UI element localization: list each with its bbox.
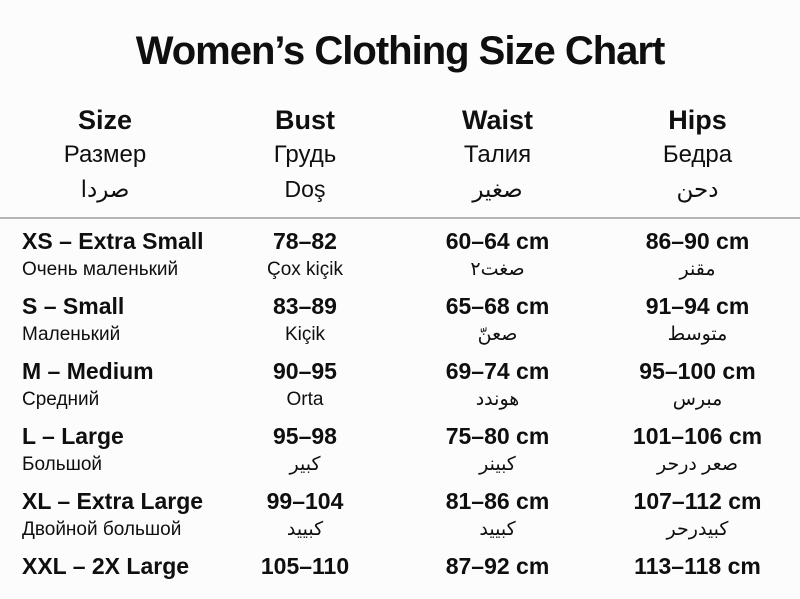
hips-cell: 101–106 cm صعر درحر xyxy=(595,421,800,479)
column-header-waist-third: صغير xyxy=(472,176,523,202)
hips-cell: 86–90 cm مقنر xyxy=(595,226,800,284)
waist-value: 69–74 cm xyxy=(445,358,550,384)
size-translation: Средний xyxy=(22,389,100,410)
size-value: M – Medium xyxy=(22,358,154,384)
waist-translation: هوندد xyxy=(475,389,520,410)
size-cell: L – Large Большой xyxy=(0,421,210,479)
hips-translation: كبيدرحر xyxy=(666,519,729,540)
column-header-bust: Bust Грудь Doş xyxy=(210,103,400,206)
hips-value: 86–90 cm xyxy=(645,228,750,254)
bust-cell: 95–98 كبير xyxy=(210,421,400,479)
waist-translation: كبينر xyxy=(479,454,516,475)
hips-cell: 113–118 cm xyxy=(595,551,800,581)
bust-cell: 90–95 Orta xyxy=(210,356,400,414)
size-translation: Двойной большой xyxy=(22,519,182,540)
waist-cell: 60–64 cm صغت٢ xyxy=(400,226,595,284)
column-header-hips-third: دحن xyxy=(676,176,719,202)
waist-translation: كبييد xyxy=(479,519,516,540)
size-value: XXL – 2X Large xyxy=(22,553,190,579)
size-value: S – Small xyxy=(22,293,125,319)
table-row: L – Large Большой 95–98 كبير 75–80 cm كب… xyxy=(0,414,800,479)
column-header-waist-en: Waist xyxy=(461,105,533,135)
column-header-size-third: صردا xyxy=(80,176,130,202)
column-header-size: Size Размер صردا xyxy=(0,103,210,206)
size-value: XS – Extra Small xyxy=(22,228,204,254)
bust-cell: 99–104 كبييد xyxy=(210,486,400,544)
table-header-row: Size Размер صردا Bust Грудь Doş Waist Та… xyxy=(0,103,800,206)
table-row: XL – Extra Large Двойной большой 99–104 … xyxy=(0,479,800,544)
size-translation: Большой xyxy=(22,454,103,475)
column-header-waist-ru: Талия xyxy=(463,141,532,168)
bust-value: 90–95 xyxy=(273,358,337,384)
hips-value: 91–94 cm xyxy=(645,293,750,319)
waist-cell: 65–68 cm صعنّ xyxy=(400,291,595,349)
waist-value: 75–80 cm xyxy=(445,423,550,449)
hips-cell: 91–94 cm متوسط xyxy=(595,291,800,349)
waist-value: 87–92 cm xyxy=(445,553,550,579)
size-value: XL – Extra Large xyxy=(22,488,204,514)
waist-value: 65–68 cm xyxy=(445,293,550,319)
size-translation: Маленький xyxy=(22,324,121,345)
table-row: XXL – 2X Large 105–110 87–92 cm 113–118 … xyxy=(0,544,800,581)
hips-value: 113–118 cm xyxy=(634,553,761,579)
column-header-bust-en: Bust xyxy=(275,105,335,135)
bust-cell: 78–82 Çox kiçik xyxy=(210,226,400,284)
size-cell: XS – Extra Small Очень маленький xyxy=(0,226,210,284)
header-divider xyxy=(0,217,800,219)
hips-value: 107–112 cm xyxy=(633,488,762,514)
waist-cell: 69–74 cm هوندد xyxy=(400,356,595,414)
bust-translation: كبييد xyxy=(286,519,324,540)
bust-value: 95–98 xyxy=(273,423,337,449)
hips-cell: 107–112 cm كبيدرحر xyxy=(595,486,800,544)
column-header-bust-ru: Грудь xyxy=(273,141,337,168)
hips-translation: متوسط xyxy=(667,324,728,345)
waist-value: 81–86 cm xyxy=(445,488,550,514)
size-cell: XXL – 2X Large xyxy=(0,551,210,581)
bust-cell: 83–89 Kiçik xyxy=(210,291,400,349)
waist-cell: 75–80 cm كبينر xyxy=(400,421,595,479)
bust-value: 83–89 xyxy=(273,293,337,319)
hips-value: 95–100 cm xyxy=(639,358,756,384)
hips-value: 101–106 cm xyxy=(632,423,763,449)
bust-translation: Çox kiçik xyxy=(266,259,343,280)
size-cell: XL – Extra Large Двойной большой xyxy=(0,486,210,544)
bust-cell: 105–110 xyxy=(210,551,400,581)
waist-cell: 81–86 cm كبييد xyxy=(400,486,595,544)
page-title: Women’s Clothing Size Chart xyxy=(135,29,666,73)
hips-translation: مقنر xyxy=(679,259,716,280)
bust-translation: Orta xyxy=(286,389,324,410)
column-header-hips: Hips Бедра دحن xyxy=(595,103,800,206)
column-header-waist: Waist Талия صغير xyxy=(400,103,595,206)
waist-translation: صغت٢ xyxy=(470,259,525,280)
hips-translation: مبرس xyxy=(672,389,723,410)
waist-cell: 87–92 cm xyxy=(400,551,595,581)
waist-translation: صعنّ xyxy=(477,324,518,345)
column-header-hips-en: Hips xyxy=(668,105,727,135)
bust-value: 78–82 xyxy=(273,228,337,254)
table-row: XS – Extra Small Очень маленький 78–82 Ç… xyxy=(0,219,800,284)
table-row: M – Medium Средний 90–95 Orta 69–74 cm ه… xyxy=(0,349,800,414)
column-header-size-ru: Размер xyxy=(63,141,147,168)
bust-translation: Kiçik xyxy=(284,324,326,345)
bust-value: 105–110 xyxy=(260,553,350,579)
column-header-hips-ru: Бедра xyxy=(662,141,733,168)
table-row: S – Small Маленький 83–89 Kiçik 65–68 cm… xyxy=(0,284,800,349)
bust-translation: كبير xyxy=(289,454,321,475)
size-value: L – Large xyxy=(22,423,124,449)
hips-translation: صعر درحر xyxy=(657,454,738,475)
bust-value: 99–104 xyxy=(266,488,344,514)
waist-value: 60–64 cm xyxy=(445,228,550,254)
column-header-size-en: Size xyxy=(77,105,133,135)
size-cell: M – Medium Средний xyxy=(0,356,210,414)
column-header-bust-third: Doş xyxy=(284,176,326,202)
size-translation: Очень маленький xyxy=(22,259,179,280)
size-cell: S – Small Маленький xyxy=(0,291,210,349)
hips-cell: 95–100 cm مبرس xyxy=(595,356,800,414)
